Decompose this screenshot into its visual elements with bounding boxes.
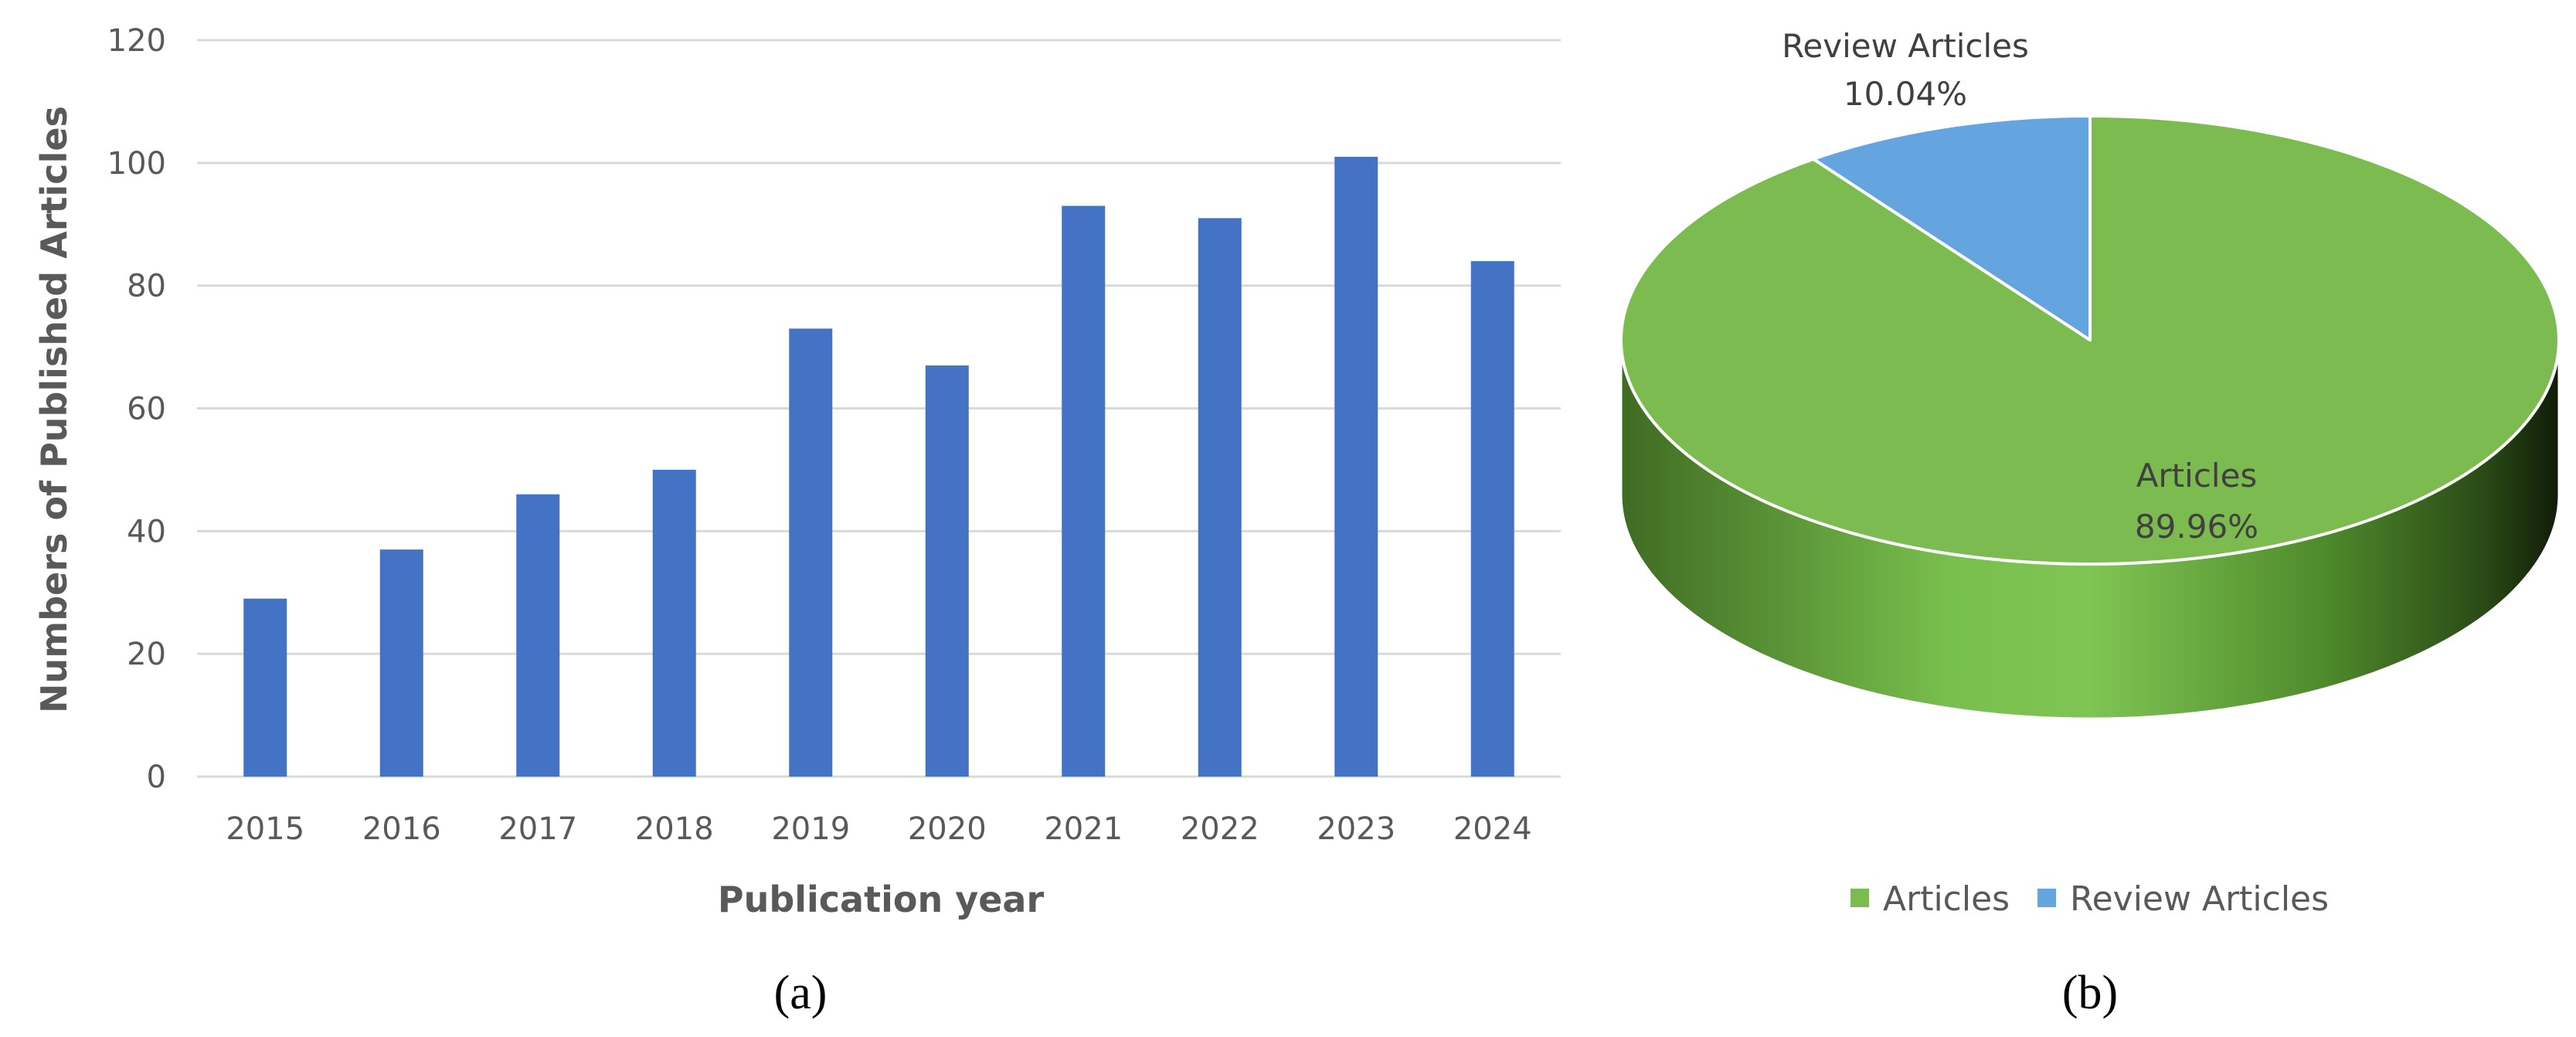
pie-label-review-name: Review Articles <box>1782 27 2029 65</box>
bar <box>1334 157 1378 777</box>
x-tick-label: 2018 <box>635 811 714 847</box>
pie-chart: Review Articles 10.04% Articles 89.96% A… <box>1621 27 2559 1019</box>
legend-swatch-articles <box>1850 889 1869 907</box>
y-tick-label: 40 <box>127 514 166 549</box>
x-tick-labels: 2015 2016 2017 2018 2019 2020 2021 2022 2023 2024 <box>226 811 1531 847</box>
bars <box>243 157 1514 777</box>
y-tick-label: 0 <box>147 760 166 795</box>
x-tick-label: 2024 <box>1453 811 1532 847</box>
x-tick-label: 2017 <box>498 811 577 847</box>
y-tick-label: 60 <box>127 392 166 427</box>
legend-swatch-review <box>2037 889 2056 907</box>
panel-label-a: (a) <box>774 967 828 1019</box>
bar-chart: 0 20 40 60 80 100 120 2015 2016 2017 2018 2019 2020… <box>33 23 1561 1019</box>
x-tick-label: 2021 <box>1044 811 1123 847</box>
pie-label-articles-name: Articles <box>2136 457 2258 495</box>
x-axis-title: Publication year <box>718 879 1045 920</box>
x-tick-label: 2019 <box>771 811 850 847</box>
bar <box>653 470 696 777</box>
bar <box>516 495 559 777</box>
x-tick-label: 2022 <box>1181 811 1259 847</box>
bar <box>1062 206 1105 777</box>
y-tick-label: 20 <box>127 637 166 672</box>
bar <box>1198 218 1242 777</box>
x-tick-label: 2016 <box>362 811 441 847</box>
y-tick-label: 120 <box>107 23 166 59</box>
y-tick-label: 80 <box>127 269 166 304</box>
panel-label-b: (b) <box>2062 967 2118 1019</box>
y-tick-labels: 0 20 40 60 80 100 120 <box>107 23 166 795</box>
y-tick-label: 100 <box>107 146 166 182</box>
pie-slices <box>1621 116 2559 719</box>
pie-legend: Articles Review Articles <box>1850 879 2329 919</box>
legend-label-articles: Articles <box>1883 879 2010 919</box>
bar <box>243 599 287 777</box>
x-tick-label: 2020 <box>908 811 987 847</box>
bar <box>1471 261 1514 777</box>
x-tick-label: 2015 <box>226 811 304 847</box>
pie-label-articles-value: 89.96% <box>2135 508 2258 546</box>
bar <box>380 549 423 777</box>
x-tick-label: 2023 <box>1317 811 1395 847</box>
y-axis-title: Numbers of Published Articles <box>33 106 75 713</box>
bar <box>926 366 969 777</box>
bar <box>789 328 832 777</box>
pie-label-review-value: 10.04% <box>1844 75 1967 113</box>
legend-label-review: Review Articles <box>2070 879 2329 919</box>
